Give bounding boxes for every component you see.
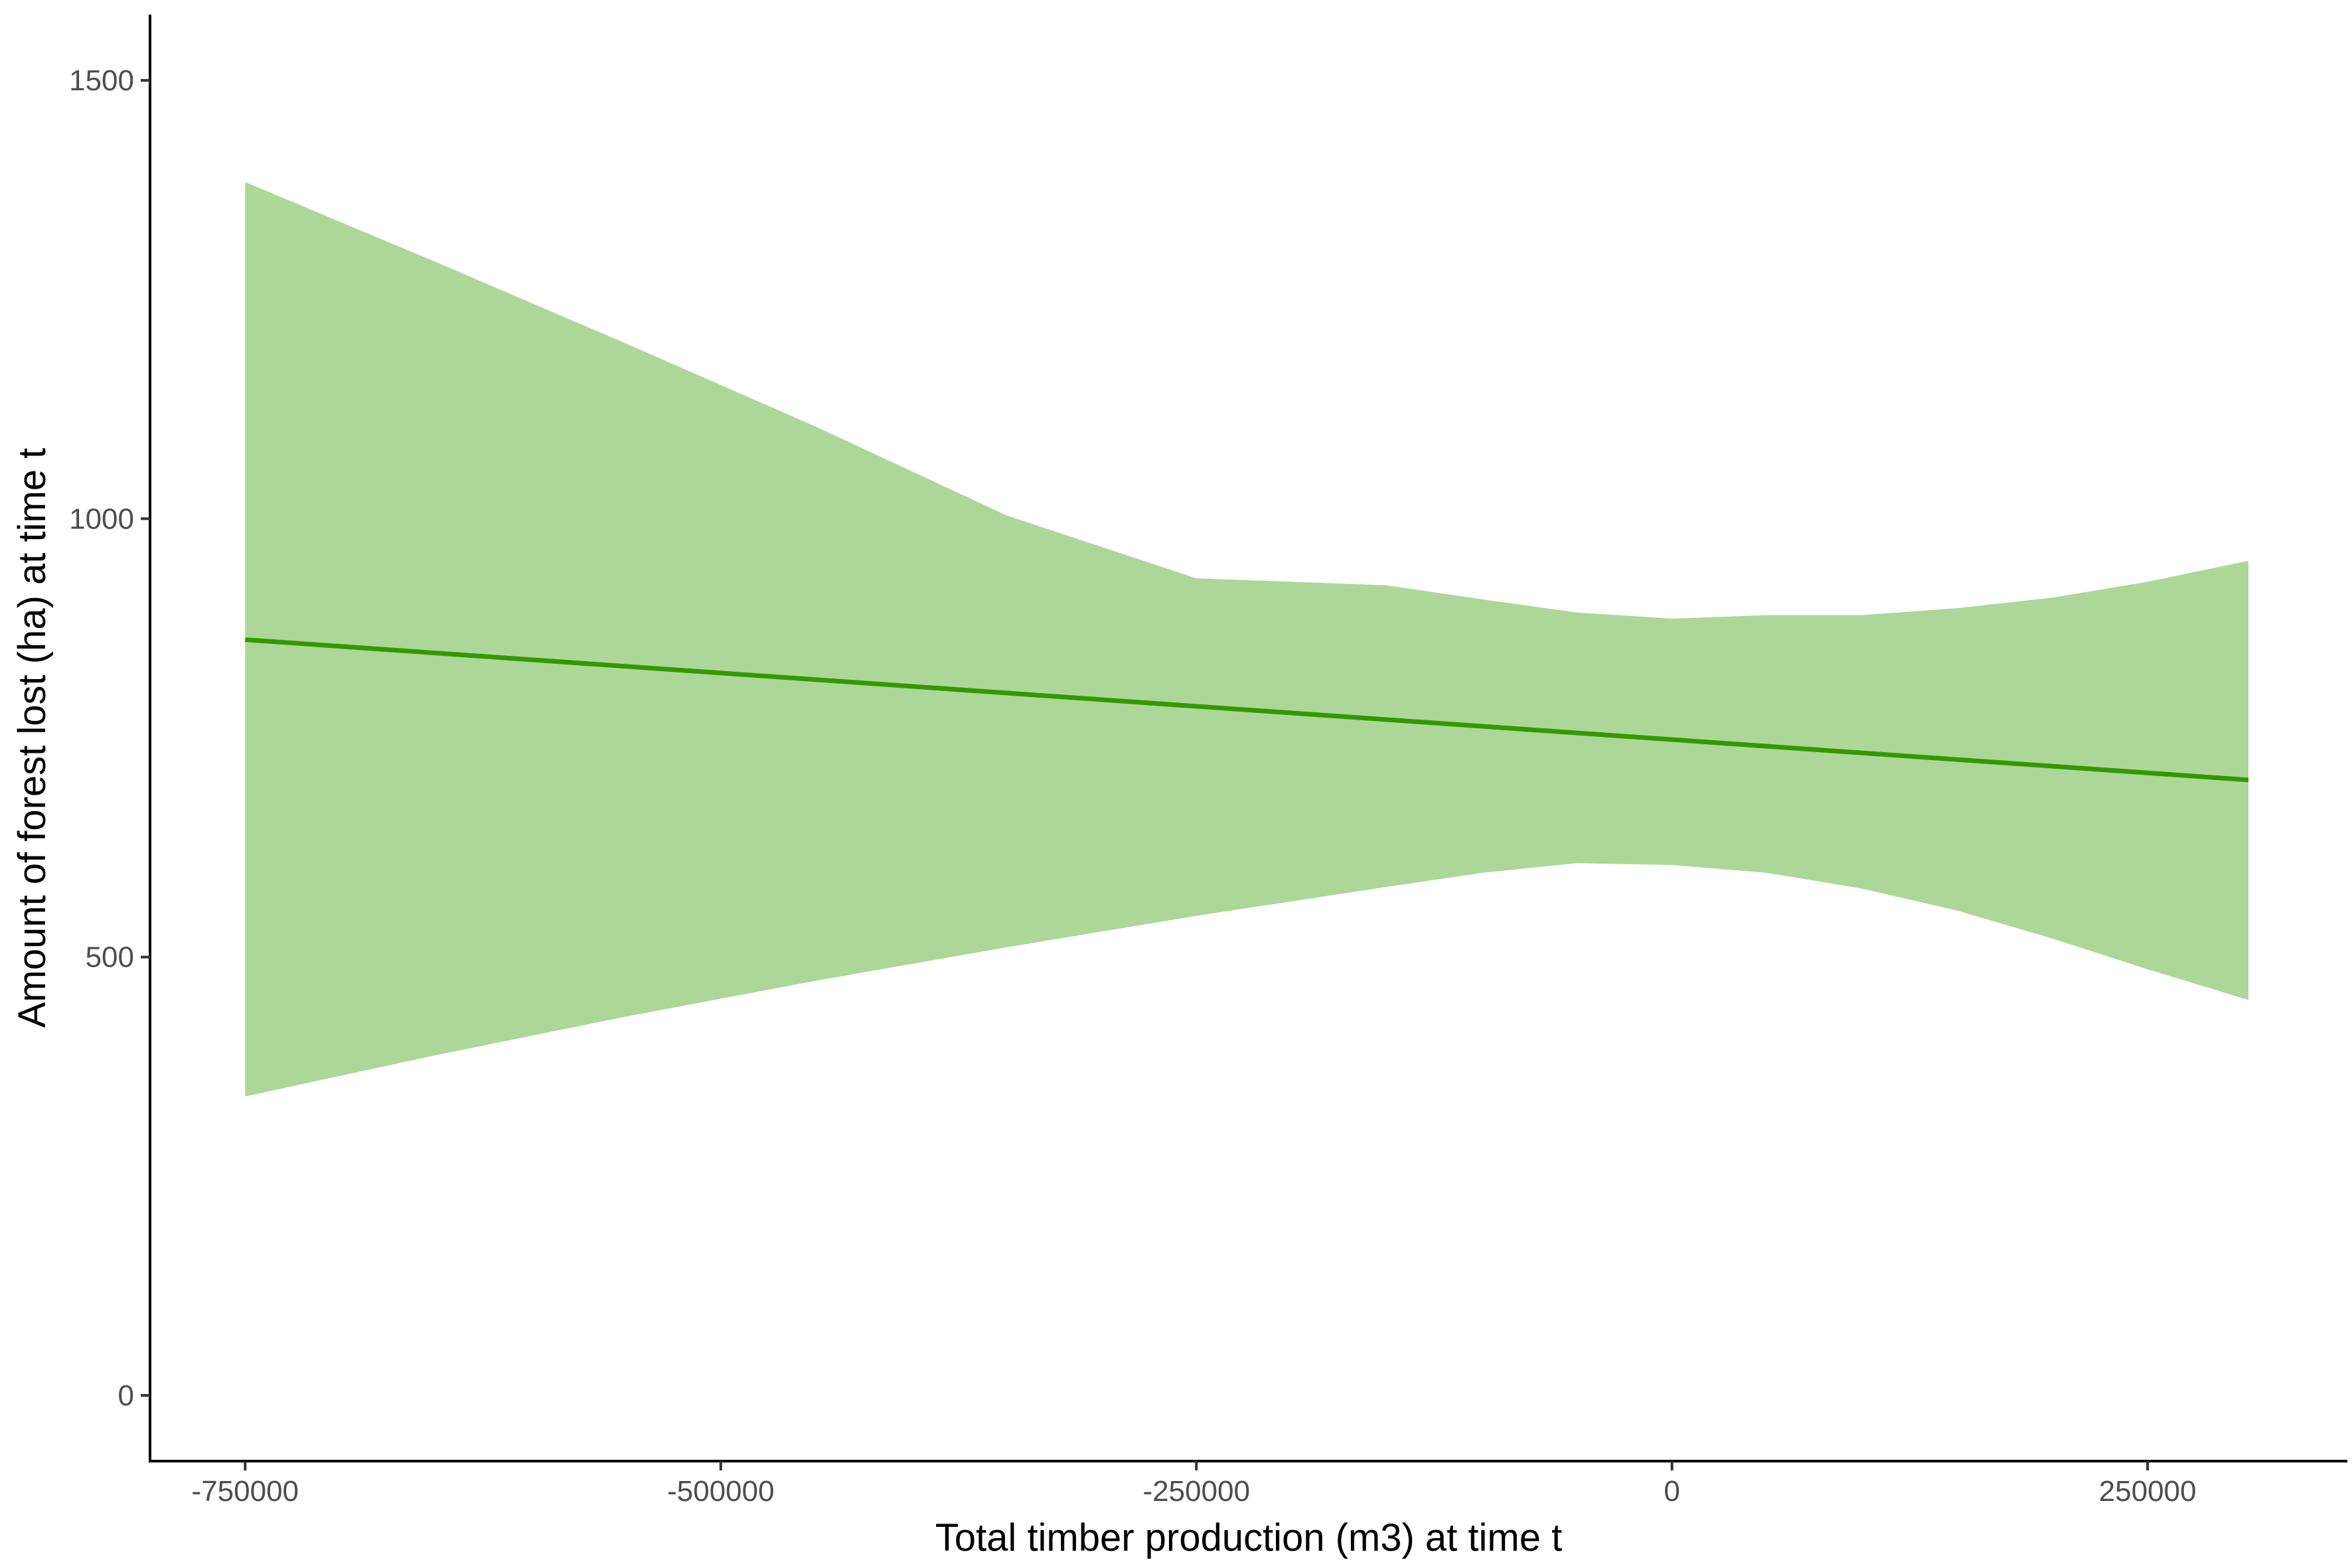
x-axis-ticks: -750000 -500000 -250000 0 250000 bbox=[192, 1461, 2197, 1508]
x-tick-label: -750000 bbox=[192, 1475, 299, 1508]
y-axis-ticks: 0 500 1000 1500 bbox=[69, 64, 150, 1412]
x-tick-label: -500000 bbox=[667, 1475, 774, 1508]
trend-line-layer bbox=[245, 637, 2249, 783]
y-axis-title: Amount of forest lost (ha) at time t bbox=[11, 448, 54, 1028]
y-tick-label: 1000 bbox=[69, 503, 134, 535]
y-tick-label: 1500 bbox=[69, 64, 134, 97]
fitted-line bbox=[245, 637, 2249, 783]
x-tick-label: -250000 bbox=[1142, 1475, 1249, 1508]
confidence-band-layer bbox=[245, 182, 2248, 1097]
x-axis-title: Total timber production (m3) at time t bbox=[935, 1516, 1562, 1559]
x-tick-label: 250000 bbox=[2099, 1475, 2197, 1508]
x-tick-label: 0 bbox=[1664, 1475, 1680, 1508]
confidence-band bbox=[245, 182, 2248, 1097]
y-tick-label: 500 bbox=[86, 941, 134, 974]
y-tick-label: 0 bbox=[118, 1379, 134, 1412]
